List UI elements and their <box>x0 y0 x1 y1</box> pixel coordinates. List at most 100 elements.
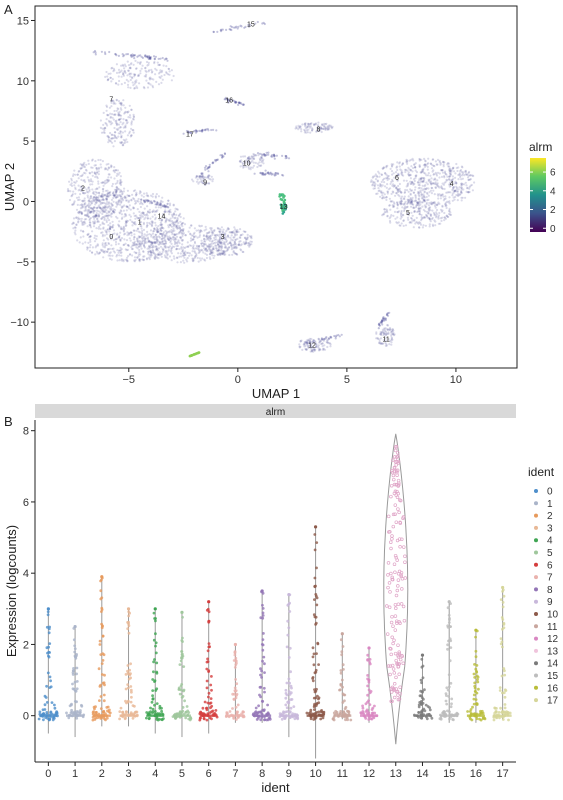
umap-point <box>103 234 106 237</box>
umap-point <box>82 164 85 167</box>
umap-point <box>385 198 388 201</box>
violin-point <box>67 713 71 717</box>
umap-point <box>140 212 143 215</box>
umap-point <box>383 181 386 184</box>
umap-point <box>374 173 377 176</box>
umap-point <box>137 230 140 233</box>
violin-point <box>256 716 260 720</box>
umap-point <box>124 224 127 227</box>
umap-point <box>218 230 221 233</box>
umap-point <box>446 162 449 165</box>
umap-point <box>100 209 103 212</box>
umap-point <box>132 115 135 118</box>
umap-point <box>106 250 109 254</box>
umap-point <box>74 173 77 176</box>
umap-point <box>314 123 317 126</box>
umap-point <box>121 216 124 219</box>
umap-point <box>108 257 112 260</box>
umap-point <box>151 210 154 213</box>
umap-point <box>123 233 126 236</box>
umap-point <box>236 27 239 30</box>
umap-point <box>85 169 88 172</box>
umap-point <box>130 198 133 201</box>
umap-point <box>162 205 165 208</box>
umap-point <box>93 215 97 219</box>
umap-point <box>99 195 103 198</box>
umap-point <box>104 167 107 170</box>
umap-highlight-point <box>278 195 281 198</box>
umap-point <box>434 202 437 205</box>
umap-point <box>91 183 94 186</box>
umap-point <box>89 180 93 183</box>
umap-point <box>180 236 183 240</box>
umap-point <box>131 224 134 227</box>
umap-point <box>434 171 437 174</box>
violin-point <box>236 703 240 707</box>
umap-point <box>122 260 125 263</box>
violin-max-point <box>46 607 50 611</box>
umap-point <box>395 201 399 204</box>
umap-point <box>104 204 107 207</box>
violin-point <box>160 718 164 722</box>
umap-point <box>108 194 111 197</box>
umap-point <box>115 190 118 193</box>
violin-point <box>342 668 345 671</box>
umap-point <box>141 258 144 261</box>
umap-point <box>392 331 395 334</box>
violin-point <box>227 715 231 719</box>
violin-point <box>75 710 79 713</box>
umap-point <box>402 224 405 227</box>
umap-point <box>172 221 175 224</box>
umap-point <box>129 218 132 221</box>
umap-point <box>148 258 151 261</box>
umap-point <box>287 157 291 160</box>
umap-point <box>105 104 108 107</box>
umap-point <box>139 191 142 194</box>
violin-point <box>210 675 213 678</box>
umap-point <box>188 254 191 257</box>
umap-point <box>427 212 430 215</box>
umap-point <box>206 167 209 170</box>
umap-point <box>260 161 263 164</box>
violin-point <box>254 706 258 710</box>
umap-point <box>397 221 400 224</box>
umap-point <box>87 205 90 208</box>
violin-point <box>129 685 133 688</box>
umap-point <box>300 339 303 342</box>
violin-point <box>235 682 239 686</box>
umap-point <box>157 253 160 256</box>
umap-point <box>162 64 165 67</box>
umap-point <box>173 233 177 236</box>
umap-point <box>157 247 161 250</box>
umap-point <box>448 196 451 199</box>
umap-point <box>392 185 395 188</box>
umap-point <box>398 195 401 198</box>
umap-point <box>78 210 81 213</box>
umap-point <box>430 186 433 189</box>
violin-point <box>177 686 181 690</box>
umap-point <box>443 175 446 178</box>
umap-point <box>392 163 395 166</box>
umap-point <box>97 215 100 218</box>
umap-point <box>160 237 163 240</box>
violin-1 <box>65 625 86 738</box>
umap-point <box>125 205 128 208</box>
violin-3 <box>118 607 139 727</box>
umap-point <box>128 199 131 202</box>
umap-point <box>212 247 215 250</box>
violin-point <box>361 710 365 713</box>
umap-point <box>146 86 150 89</box>
violin-point <box>65 711 68 715</box>
umap-point <box>136 237 139 240</box>
umap-point <box>127 244 130 247</box>
umap-point <box>80 185 83 188</box>
umap-point <box>438 161 441 164</box>
umap-point <box>454 176 457 179</box>
umap-point <box>121 131 124 134</box>
umap-point <box>88 211 92 214</box>
umap-point <box>410 182 413 185</box>
violin-point <box>261 603 264 607</box>
umap-point <box>174 241 177 244</box>
umap-point <box>78 217 81 221</box>
umap-point <box>119 195 123 198</box>
